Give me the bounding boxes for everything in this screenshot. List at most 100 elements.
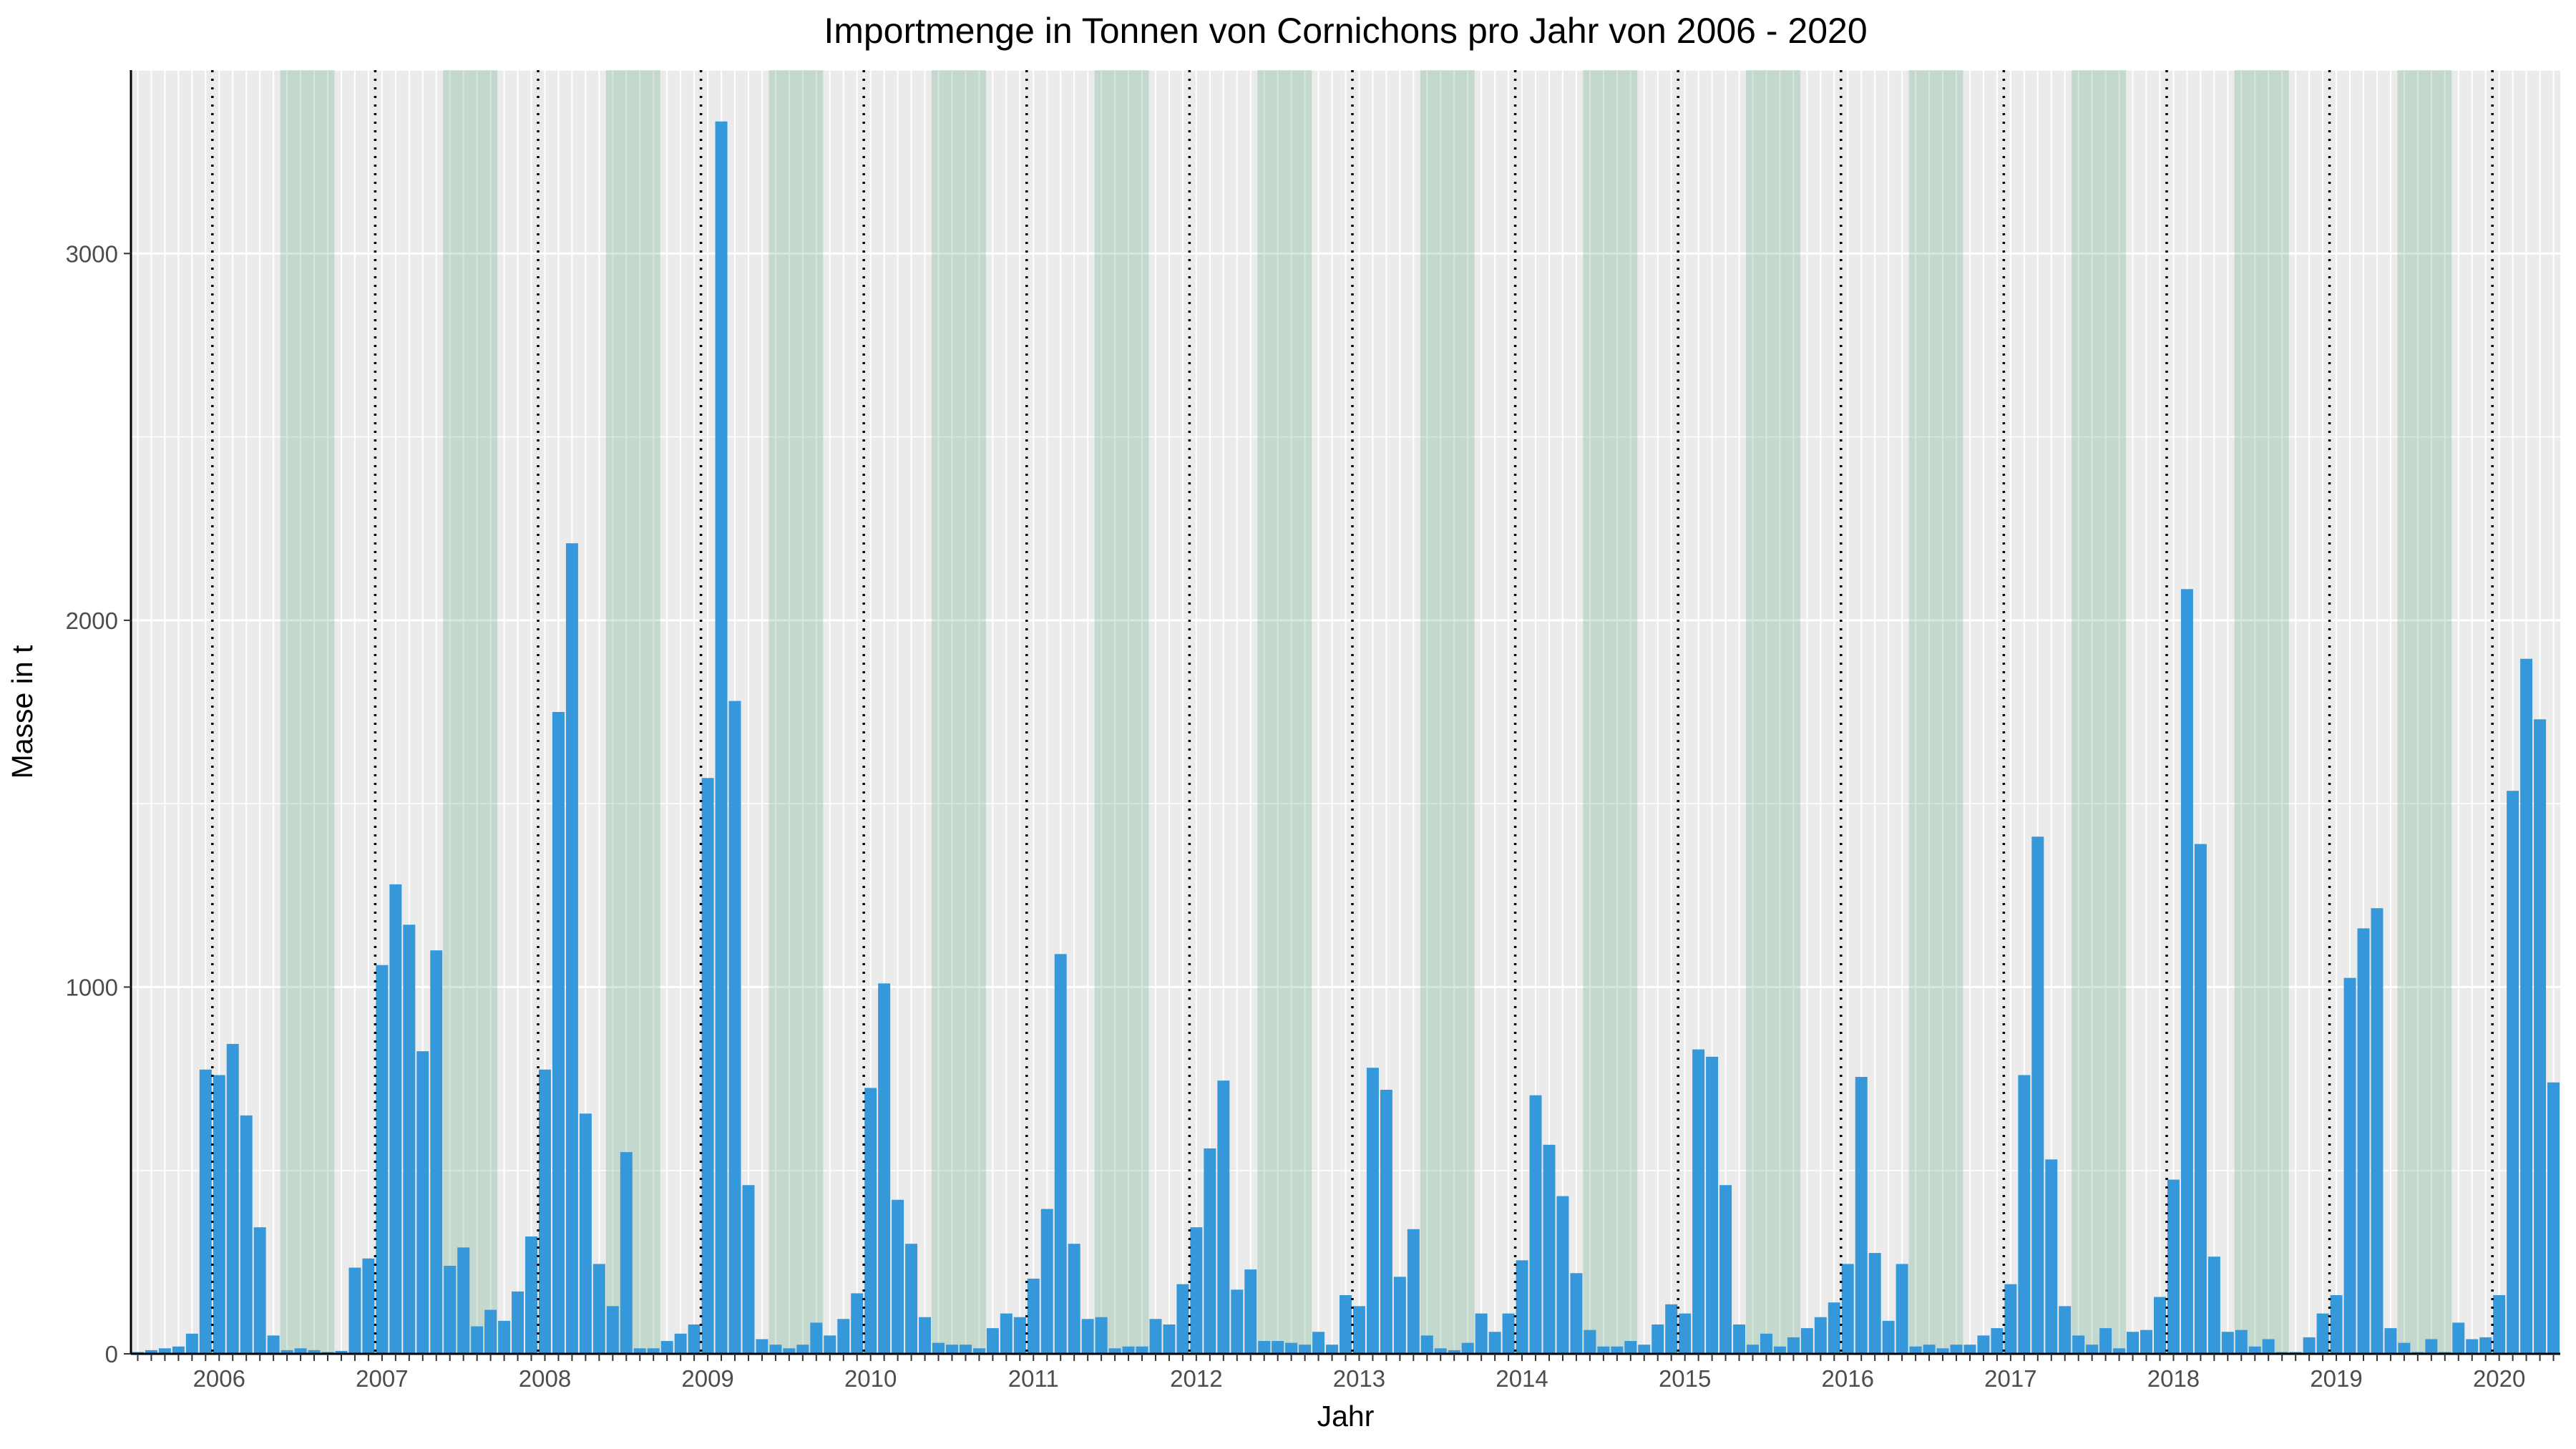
bar bbox=[824, 1335, 836, 1354]
bar bbox=[1543, 1144, 1556, 1354]
bar bbox=[1706, 1056, 1719, 1354]
season-band bbox=[605, 70, 660, 1354]
bar bbox=[1896, 1264, 1908, 1354]
bar bbox=[1773, 1346, 1786, 1354]
bar bbox=[701, 778, 714, 1354]
bar bbox=[674, 1333, 687, 1354]
bar bbox=[362, 1258, 375, 1354]
bar bbox=[2072, 1335, 2085, 1354]
bar bbox=[959, 1345, 972, 1354]
x-tick-label: 2015 bbox=[1659, 1365, 1711, 1392]
bar bbox=[2479, 1337, 2492, 1354]
season-highlights bbox=[280, 70, 2452, 1354]
bar bbox=[1380, 1089, 1392, 1354]
bar bbox=[2452, 1322, 2465, 1354]
bar bbox=[878, 983, 891, 1354]
bar bbox=[728, 701, 741, 1354]
bar bbox=[1679, 1313, 1692, 1354]
bar bbox=[2207, 1257, 2220, 1354]
bar bbox=[579, 1113, 592, 1354]
bar bbox=[1027, 1278, 1040, 1354]
x-axis-title: Jahr bbox=[1317, 1400, 1375, 1433]
season-band bbox=[769, 70, 824, 1354]
bar bbox=[348, 1267, 361, 1354]
bar bbox=[2004, 1284, 2017, 1354]
bar bbox=[851, 1293, 864, 1354]
bar bbox=[715, 121, 728, 1354]
bar bbox=[1461, 1342, 1474, 1354]
bar bbox=[430, 950, 443, 1354]
bar bbox=[1285, 1342, 1298, 1354]
bar bbox=[2520, 658, 2533, 1354]
bar bbox=[592, 1264, 605, 1354]
y-tick-label: 2000 bbox=[66, 608, 118, 634]
bar bbox=[1448, 1350, 1460, 1354]
bar bbox=[1312, 1332, 1325, 1354]
x-tick-label: 2008 bbox=[519, 1365, 571, 1392]
season-band bbox=[1746, 70, 1800, 1354]
bar bbox=[1868, 1253, 1881, 1354]
bar bbox=[1081, 1319, 1094, 1354]
bar bbox=[1231, 1289, 1244, 1354]
bar bbox=[796, 1345, 809, 1354]
bar bbox=[403, 924, 416, 1354]
season-band bbox=[2072, 70, 2127, 1354]
bar bbox=[769, 1345, 782, 1354]
season-band bbox=[1094, 70, 1149, 1354]
bars bbox=[132, 121, 2560, 1354]
bar bbox=[2330, 1294, 2343, 1354]
season-band bbox=[932, 70, 986, 1354]
bar bbox=[1013, 1317, 1026, 1354]
bar bbox=[2167, 1179, 2180, 1354]
bar bbox=[2547, 1082, 2560, 1354]
bar bbox=[837, 1319, 850, 1354]
bar bbox=[2086, 1345, 2099, 1354]
bar bbox=[2466, 1339, 2479, 1354]
bar bbox=[512, 1291, 525, 1354]
bar bbox=[2316, 1313, 2329, 1354]
bar bbox=[2493, 1294, 2506, 1354]
season-band bbox=[2397, 70, 2452, 1354]
bar bbox=[213, 1075, 225, 1354]
bar bbox=[1176, 1284, 1189, 1354]
bar bbox=[1584, 1330, 1596, 1354]
bar bbox=[1977, 1335, 1990, 1354]
bar bbox=[2221, 1332, 2234, 1354]
bar bbox=[864, 1088, 877, 1354]
bar bbox=[457, 1247, 470, 1354]
bar bbox=[1963, 1345, 1976, 1354]
bar bbox=[2534, 719, 2547, 1354]
bar bbox=[1556, 1196, 1569, 1354]
season-band bbox=[1257, 70, 1312, 1354]
bar bbox=[1393, 1277, 1406, 1354]
bar bbox=[1366, 1068, 1379, 1354]
bar bbox=[538, 1069, 551, 1354]
bar bbox=[1719, 1185, 1732, 1354]
season-band bbox=[1420, 70, 1475, 1354]
bar bbox=[1244, 1269, 1257, 1354]
bar bbox=[1923, 1345, 1936, 1354]
bar bbox=[810, 1322, 823, 1354]
bar bbox=[892, 1199, 904, 1354]
bar bbox=[2357, 928, 2370, 1354]
bar bbox=[498, 1320, 511, 1354]
bar bbox=[471, 1326, 484, 1354]
bar bbox=[185, 1333, 198, 1354]
bar bbox=[1000, 1313, 1013, 1354]
bar bbox=[932, 1342, 945, 1354]
bar bbox=[1841, 1264, 1854, 1354]
bar bbox=[2194, 844, 2207, 1354]
bar bbox=[1991, 1328, 2004, 1354]
bar bbox=[2303, 1337, 2316, 1354]
bar bbox=[1040, 1209, 1053, 1354]
bar bbox=[1054, 954, 1067, 1354]
bar bbox=[1529, 1095, 1542, 1354]
bar bbox=[2507, 791, 2519, 1354]
bar bbox=[1095, 1317, 1108, 1354]
bar bbox=[267, 1335, 280, 1354]
bar bbox=[1936, 1348, 1949, 1354]
bar bbox=[525, 1236, 537, 1354]
y-axis-ticks: 0 1000 2000 3000 bbox=[66, 240, 131, 1367]
bar bbox=[688, 1324, 701, 1354]
bar bbox=[905, 1244, 918, 1354]
